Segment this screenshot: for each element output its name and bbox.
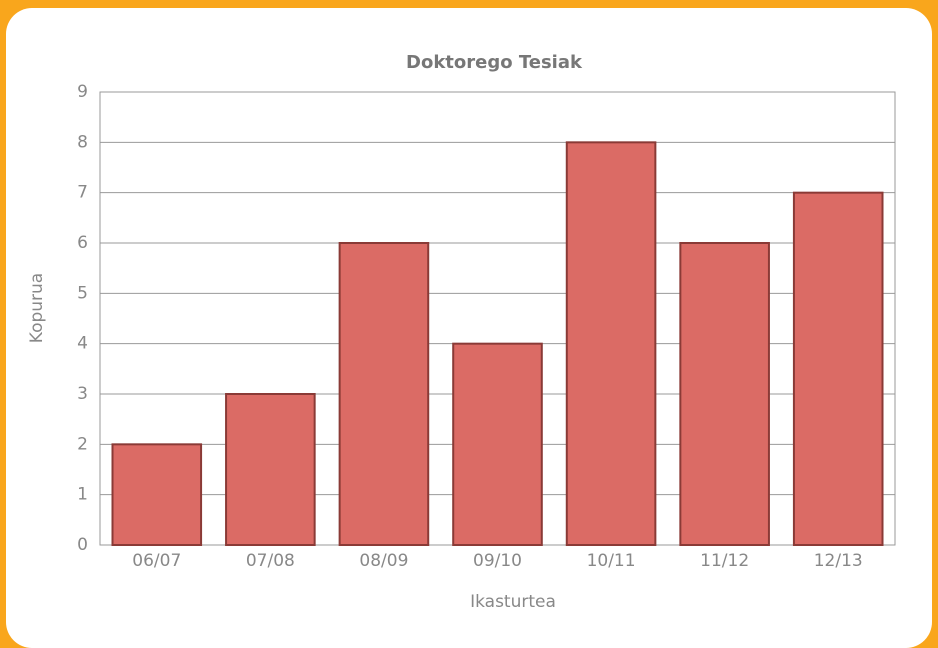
bar [792,191,884,547]
y-tick-label: 3 [77,384,88,404]
y-tick-label: 6 [77,233,88,253]
y-tick-label: 2 [77,434,88,454]
x-tick-label: 12/13 [814,551,863,571]
y-tick-label: 0 [77,535,88,555]
x-tick-label: 08/09 [359,551,408,571]
x-axis-label: Ikasturtea [470,592,556,612]
bar [452,342,543,546]
y-tick-label: 8 [77,132,88,152]
y-tick-label: 9 [77,82,88,102]
x-tick-label: 09/10 [473,551,522,571]
chart: Doktorego Tesiak Ikasturtea Kopurua 0 1 2 3… [27,52,896,612]
chart-title: Doktorego Tesiak [406,52,583,73]
x-tick-label: 06/07 [132,551,181,571]
x-tick-label: 11/12 [700,551,749,571]
x-tick-label: 10/11 [587,551,636,571]
bar [679,242,770,546]
y-tick-label: 4 [77,334,88,354]
y-tick-label: 5 [77,283,88,303]
y-axis-label: Kopurua [27,273,47,343]
y-tick-label: 1 [77,485,88,505]
x-tick-label: 07/08 [246,551,295,571]
bar [565,141,657,546]
y-tick-label: 7 [77,183,88,203]
bar [225,393,316,546]
bar [338,242,430,546]
bar [111,443,203,547]
